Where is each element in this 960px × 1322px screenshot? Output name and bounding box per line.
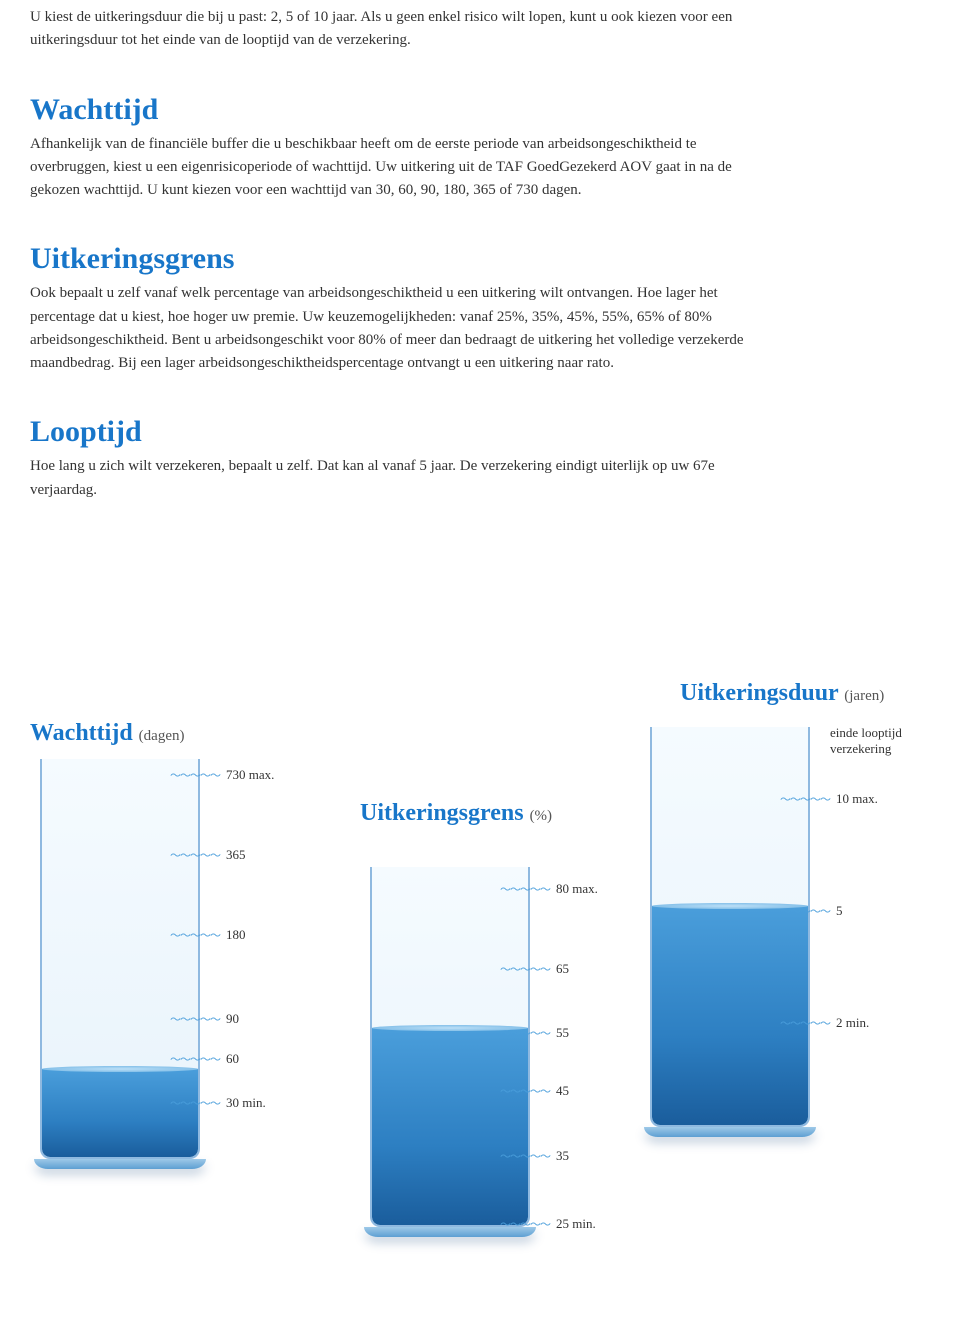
tick: 〜〜〜〜〜 25 min.: [500, 1216, 602, 1232]
tick: 〜〜〜〜〜 2 min.: [780, 1015, 875, 1031]
glass-base: [644, 1127, 816, 1137]
tick: 〜〜〜〜〜 65: [500, 961, 575, 977]
ticks: 〜〜〜〜〜80 max. 〜〜〜〜〜65 〜〜〜〜〜55 〜〜〜〜〜45 〜〜〜…: [530, 867, 670, 1227]
tick-label: 25 min.: [556, 1216, 596, 1232]
ticks: 〜〜〜〜〜730 max. 〜〜〜〜〜365 〜〜〜〜〜180 〜〜〜〜〜90 …: [200, 759, 340, 1159]
water-fill: [372, 1028, 528, 1225]
wave-icon: 〜〜〜〜〜: [500, 881, 550, 897]
wave-icon: 〜〜〜〜〜: [170, 927, 220, 943]
chart-wachttijd: Wachttijd (dagen) 〜〜〜〜〜730 max. 〜〜〜〜〜365…: [30, 720, 200, 1169]
tick-label: 180: [226, 927, 246, 943]
wave-icon: 〜〜〜〜〜: [500, 1148, 550, 1164]
tick: 〜〜〜〜〜 5: [780, 903, 849, 919]
glass-wrap: einde looptijdverzekering 〜〜〜〜〜10 max. 〜…: [650, 727, 810, 1137]
section-uitkeringsgrens: Uitkeringsgrens Ook bepaalt u zelf vanaf…: [30, 242, 750, 375]
tick-label: 65: [556, 961, 569, 977]
tick-label: 5: [836, 903, 843, 919]
tick-label: 55: [556, 1025, 569, 1041]
tick-label: 35: [556, 1148, 569, 1164]
tick: 〜〜〜〜〜 60: [170, 1051, 245, 1067]
chart-title-text: Wachttijd: [30, 720, 133, 746]
chart-title: Uitkeringsgrens (%): [360, 800, 552, 827]
wave-icon: 〜〜〜〜〜: [170, 1011, 220, 1027]
chart-title-text: Uitkeringsduur: [680, 680, 838, 706]
chart-uitkeringsgrens: Uitkeringsgrens (%) 〜〜〜〜〜80 max. 〜〜〜〜〜65…: [360, 800, 552, 1237]
chart-title-text: Uitkeringsgrens: [360, 800, 524, 826]
wave-icon: 〜〜〜〜〜: [500, 961, 550, 977]
tick: 〜〜〜〜〜 45: [500, 1083, 575, 1099]
section-body: Afhankelijk van de financiële buffer die…: [30, 133, 750, 203]
tick-label: 30 min.: [226, 1095, 266, 1111]
tick-label: 10 max.: [836, 791, 878, 807]
chart-unit: (jaren): [844, 688, 884, 704]
wave-icon: 〜〜〜〜〜: [500, 1025, 550, 1041]
glass-infographic: Wachttijd (dagen) 〜〜〜〜〜730 max. 〜〜〜〜〜365…: [30, 680, 930, 1300]
tick-label: 90: [226, 1011, 239, 1027]
section-body: Ook bepaalt u zelf vanaf welk percentage…: [30, 282, 750, 375]
tick: 〜〜〜〜〜 365: [170, 847, 252, 863]
glass-icon: [370, 867, 530, 1227]
section-heading: Uitkeringsgrens: [30, 242, 750, 276]
section-looptijd: Looptijd Hoe lang u zich wilt verzekeren…: [30, 415, 750, 502]
glass-icon: [650, 727, 810, 1127]
wave-icon: 〜〜〜〜〜: [500, 1216, 550, 1232]
glass-wrap: 〜〜〜〜〜80 max. 〜〜〜〜〜65 〜〜〜〜〜55 〜〜〜〜〜45 〜〜〜…: [370, 867, 530, 1237]
section-wachttijd: Wachttijd Afhankelijk van de financiële …: [30, 93, 750, 203]
tick-label: 2 min.: [836, 1015, 869, 1031]
section-heading: Wachttijd: [30, 93, 750, 127]
tick: 〜〜〜〜〜 35: [500, 1148, 575, 1164]
intro-paragraph: U kiest de uitkeringsduur die bij u past…: [30, 0, 750, 53]
glass-base: [34, 1159, 206, 1169]
tick-label: 60: [226, 1051, 239, 1067]
tick: 〜〜〜〜〜 30 min.: [170, 1095, 272, 1111]
tick: 〜〜〜〜〜 180: [170, 927, 252, 943]
tick: 〜〜〜〜〜 80 max.: [500, 881, 604, 897]
chart-uitkeringsduur: Uitkeringsduur (jaren) einde looptijdver…: [680, 680, 884, 1137]
wave-icon: 〜〜〜〜〜: [170, 1051, 220, 1067]
wave-icon: 〜〜〜〜〜: [780, 903, 830, 919]
tick-label: 80 max.: [556, 881, 598, 897]
wave-icon: 〜〜〜〜〜: [780, 1015, 830, 1031]
section-body: Hoe lang u zich wilt verzekeren, bepaalt…: [30, 455, 750, 502]
wave-icon: 〜〜〜〜〜: [500, 1083, 550, 1099]
glass-wrap: 〜〜〜〜〜730 max. 〜〜〜〜〜365 〜〜〜〜〜180 〜〜〜〜〜90 …: [40, 759, 200, 1169]
tick-label: 45: [556, 1083, 569, 1099]
wave-icon: 〜〜〜〜〜: [170, 767, 220, 783]
tick: 〜〜〜〜〜 10 max.: [780, 791, 884, 807]
ticks: 〜〜〜〜〜10 max. 〜〜〜〜〜5 〜〜〜〜〜2 min.: [810, 727, 950, 1127]
wave-icon: 〜〜〜〜〜: [170, 847, 220, 863]
chart-title: Uitkeringsduur (jaren): [680, 680, 884, 707]
tick-label: 730 max.: [226, 767, 274, 783]
wave-icon: 〜〜〜〜〜: [780, 791, 830, 807]
tick: 〜〜〜〜〜 730 max.: [170, 767, 280, 783]
tick: 〜〜〜〜〜 55: [500, 1025, 575, 1041]
chart-unit: (dagen): [139, 728, 185, 744]
tick-label: 365: [226, 847, 246, 863]
chart-title: Wachttijd (dagen): [30, 720, 200, 747]
wave-icon: 〜〜〜〜〜: [170, 1095, 220, 1111]
water-fill: [42, 1069, 198, 1157]
tick: 〜〜〜〜〜 90: [170, 1011, 245, 1027]
chart-unit: (%): [530, 808, 553, 824]
section-heading: Looptijd: [30, 415, 750, 449]
